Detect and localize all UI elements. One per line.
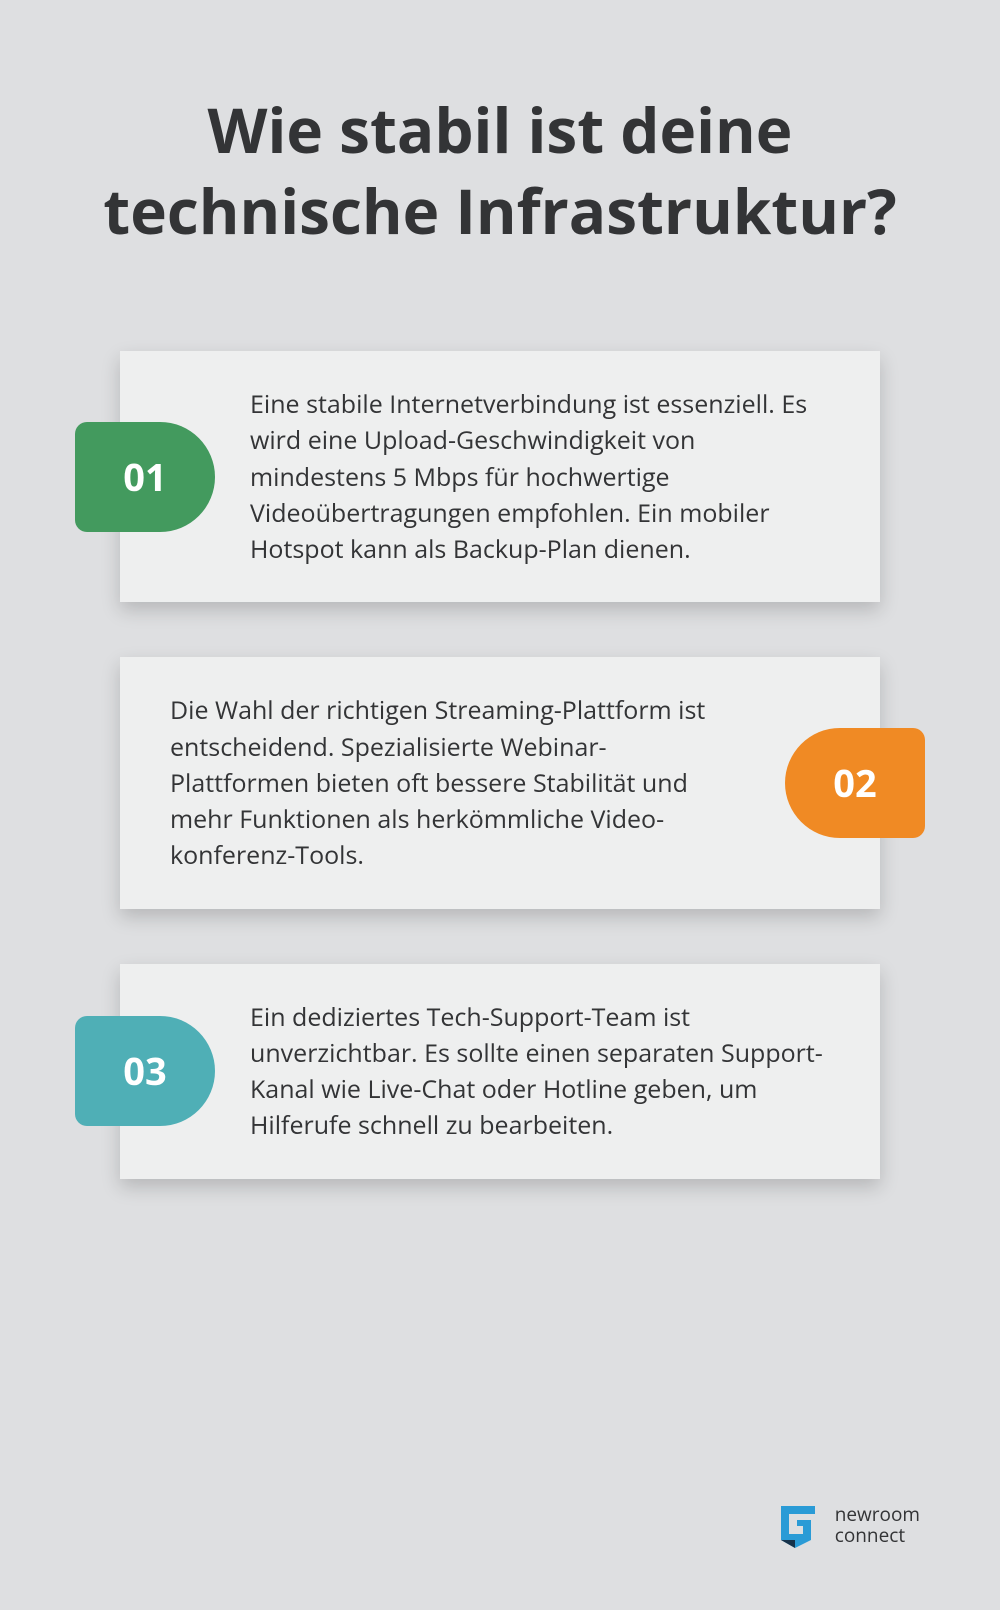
- logo-text: newroom connect: [835, 1504, 920, 1546]
- badge-02: 02: [785, 728, 925, 838]
- brand-logo: newroom connect: [773, 1500, 920, 1550]
- page-title: Wie stabil ist deine technische Infrastr…: [80, 90, 920, 251]
- infographic-container: Wie stabil ist deine technische Infrastr…: [0, 0, 1000, 1179]
- badge-01: 01: [75, 422, 215, 532]
- logo-icon: [773, 1500, 823, 1550]
- card-01-text: Eine stabile Internetverbindung ist esse…: [120, 351, 880, 602]
- badge-03: 03: [75, 1016, 215, 1126]
- card-01: 01 Eine stabile Internetverbindung ist e…: [120, 351, 880, 602]
- logo-line2: connect: [835, 1525, 920, 1546]
- card-03: 03 Ein dediziertes Tech-Support-Team ist…: [120, 964, 880, 1179]
- card-02: 02 Die Wahl der richtigen Streaming-Plat…: [120, 657, 880, 908]
- card-03-text: Ein dediziertes Tech-Support-Team ist un…: [120, 964, 880, 1179]
- card-02-text: Die Wahl der richtigen Streaming-Plattfo…: [120, 657, 880, 908]
